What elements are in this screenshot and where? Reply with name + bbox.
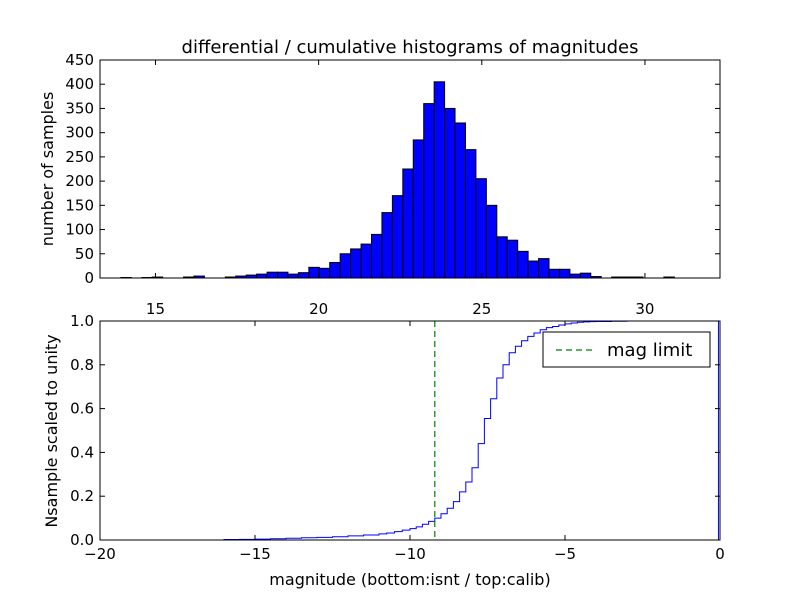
- x-tick-label: −10: [394, 545, 426, 563]
- y-tick-label: 300: [65, 124, 94, 142]
- y-tick-label: 350: [65, 99, 94, 117]
- y-tick-label: 100: [65, 221, 94, 239]
- histogram-bar: [496, 236, 508, 279]
- y-tick-label: 0.4: [70, 443, 94, 461]
- histogram-bar: [381, 212, 393, 279]
- histogram-bar: [464, 149, 477, 279]
- histogram-bar: [423, 103, 435, 279]
- x-tick-label: −20: [84, 545, 116, 563]
- y-tick-label: 50: [75, 245, 94, 263]
- x-tick-label: 20: [309, 300, 328, 318]
- y-tick-label: 200: [65, 172, 94, 190]
- histogram-bar: [475, 178, 487, 279]
- x-tick-label: −15: [239, 545, 271, 563]
- histogram-bar: [506, 239, 519, 279]
- histogram-bar: [308, 266, 320, 279]
- top-x-ticks: 15 20 25 30: [146, 60, 654, 318]
- y-tick-label: 0.8: [70, 356, 94, 374]
- legend: mag limit: [542, 331, 711, 368]
- histogram-bar: [391, 195, 404, 279]
- histogram-bar: [318, 267, 331, 279]
- bottom-cumulative-panel: 0.0 0.2 0.4 0.6 0.8 1.0 −20 −15 −10 −5 0 Nsample …: [42, 312, 725, 589]
- y-tick-label: 250: [65, 148, 94, 166]
- y-tick-label: 0.6: [70, 400, 94, 418]
- histogram-bar: [569, 273, 581, 279]
- histogram-bar: [579, 272, 592, 279]
- histogram-bar: [454, 122, 466, 279]
- y-tick-label: 450: [65, 51, 94, 69]
- histogram-bar: [339, 253, 352, 279]
- histogram-bar: [412, 139, 425, 279]
- y-tick-label: 0: [84, 269, 94, 287]
- x-tick-label: 30: [635, 300, 654, 318]
- bottom-x-axis-label: magnitude (bottom:isnt / top:calib): [269, 570, 550, 589]
- histogram-bar: [558, 268, 571, 279]
- histogram-bar: [444, 107, 456, 279]
- histogram-bar: [433, 81, 446, 279]
- legend-label-mag-limit: mag limit: [607, 340, 692, 361]
- histogram-bar: [370, 233, 383, 279]
- y-tick-label: 1.0: [70, 312, 94, 330]
- histogram-bar: [350, 248, 362, 279]
- histogram-bar: [402, 168, 414, 279]
- histogram-bar: [297, 272, 310, 279]
- x-tick-label: −5: [554, 545, 576, 563]
- chart-title: differential / cumulative histograms of …: [182, 37, 639, 58]
- histogram-bar: [360, 243, 372, 279]
- histogram-bar: [527, 260, 540, 279]
- y-tick-label: 150: [65, 196, 94, 214]
- y-tick-label: 0.2: [70, 487, 94, 505]
- histogram-bar: [256, 273, 268, 279]
- x-tick-label: 15: [146, 300, 165, 318]
- top-y-axis-label: number of samples: [38, 92, 57, 247]
- top-y-ticks: 0 50 100 150 200 250 300 350 400 450: [65, 51, 720, 287]
- histogram-bar: [277, 271, 289, 279]
- y-tick-label: 400: [65, 75, 94, 93]
- y-tick-label: 0.0: [70, 531, 94, 549]
- top-plot-frame: [99, 59, 721, 279]
- histogram-bar: [485, 204, 498, 279]
- histogram-bars: [120, 81, 675, 279]
- x-tick-label: 0: [715, 545, 725, 563]
- histogram-bar: [548, 268, 560, 279]
- histogram-bar: [287, 273, 299, 279]
- top-histogram-panel: 0 50 100 150 200 250 300 350 400 450 15 20 25 30 num…: [38, 51, 721, 318]
- histogram-bar: [266, 271, 279, 279]
- x-tick-label: 25: [472, 300, 491, 318]
- bottom-y-axis-label: Nsample scaled to unity: [42, 334, 61, 527]
- bottom-x-ticks: −20 −15 −10 −5 0: [84, 321, 725, 563]
- histogram-bar: [329, 262, 341, 279]
- histogram-bar: [538, 258, 550, 279]
- cumulative-step-line: [100, 320, 719, 541]
- bottom-y-ticks: 0.0 0.2 0.4 0.6 0.8 1.0: [70, 312, 720, 549]
- histogram-bar: [517, 250, 529, 279]
